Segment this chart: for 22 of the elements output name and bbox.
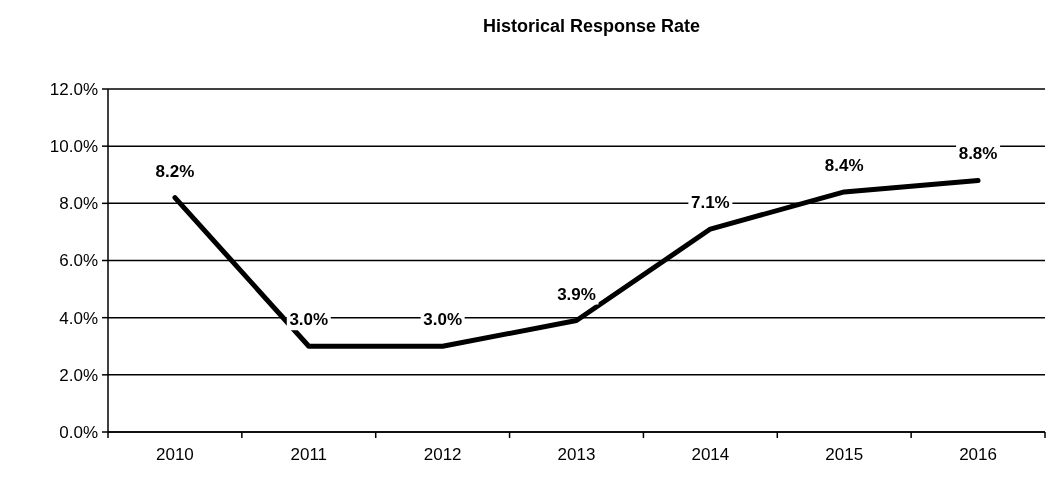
data-label: 8.2%: [155, 161, 195, 181]
x-tick-label: 2016: [959, 445, 997, 464]
chart-title: Historical Response Rate: [482, 16, 701, 36]
data-label: 3.0%: [423, 310, 463, 330]
data-label: 7.1%: [690, 193, 730, 213]
y-tick-label: 10.0%: [49, 137, 98, 157]
data-label: 3.9%: [557, 284, 596, 304]
data-label: 8.8%: [958, 144, 998, 164]
y-tick-label: 0.0%: [59, 422, 98, 442]
data-label: 3.0%: [289, 310, 329, 330]
x-tick-label: 2014: [691, 445, 730, 464]
y-tick-label: 6.0%: [59, 251, 98, 271]
x-tick-label: 2010: [156, 445, 194, 464]
x-tick-label: 2011: [290, 445, 328, 464]
x-tick-label: 2015: [825, 445, 864, 464]
x-tick-label: 2013: [557, 445, 596, 464]
x-tick-label: 2012: [423, 445, 462, 464]
y-tick-label: 4.0%: [59, 308, 98, 328]
y-tick-label: 2.0%: [59, 365, 98, 385]
y-tick-label: 12.0%: [49, 79, 98, 99]
data-label: 8.4%: [824, 155, 864, 175]
y-tick-label: 8.0%: [59, 194, 98, 214]
